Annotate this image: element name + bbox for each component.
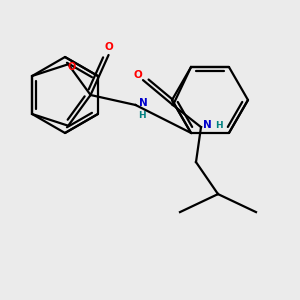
Text: N: N: [203, 120, 212, 130]
Text: O: O: [104, 42, 113, 52]
Text: H: H: [139, 112, 146, 121]
Text: N: N: [139, 98, 147, 108]
Text: O: O: [67, 62, 75, 72]
Text: O: O: [134, 70, 142, 80]
Text: H: H: [215, 121, 223, 130]
